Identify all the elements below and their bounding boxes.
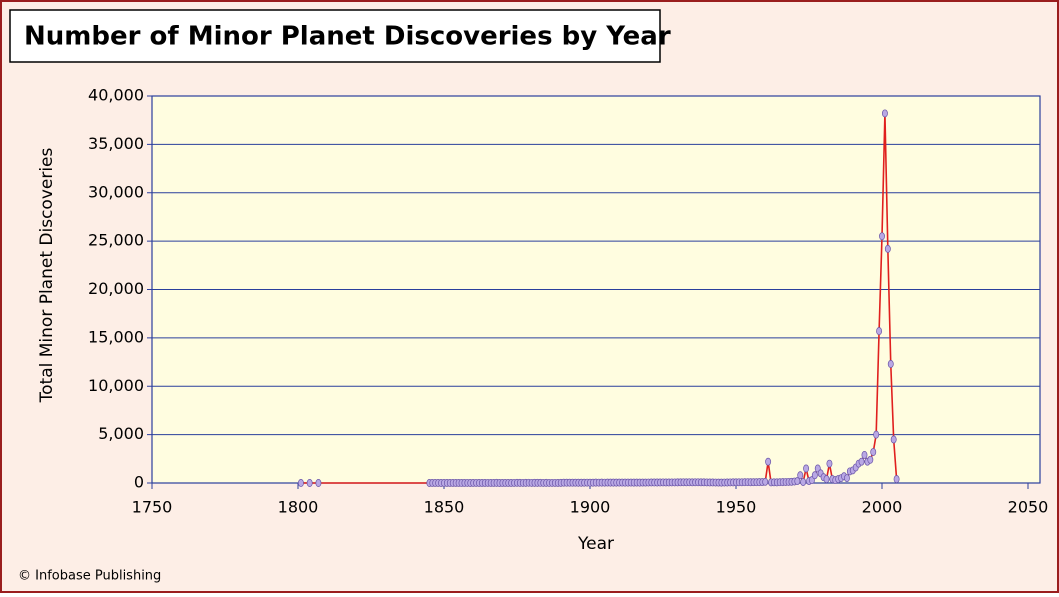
y-tick-label: 5,000 bbox=[98, 424, 144, 443]
chart-title: Number of Minor Planet Discoveries by Ye… bbox=[24, 22, 671, 52]
data-point bbox=[794, 477, 801, 486]
credit: © Infobase Publishing bbox=[18, 569, 161, 584]
data-point bbox=[887, 360, 894, 368]
data-point bbox=[826, 459, 833, 468]
y-axis-label: Total Minor Planet Discoveries bbox=[37, 147, 57, 403]
data-point bbox=[876, 327, 883, 336]
data-point bbox=[811, 471, 818, 480]
y-tick-label: 15,000 bbox=[88, 327, 144, 346]
data-point bbox=[797, 471, 804, 480]
data-point bbox=[315, 479, 322, 487]
data-point bbox=[870, 448, 877, 456]
title-box bbox=[9, 9, 661, 63]
data-point bbox=[893, 475, 900, 484]
data-point bbox=[873, 430, 880, 439]
data-point bbox=[890, 435, 897, 444]
data-point bbox=[867, 455, 874, 464]
data-point bbox=[306, 479, 313, 487]
y-tick-label: 40,000 bbox=[88, 86, 144, 105]
y-tick-label: 25,000 bbox=[88, 231, 144, 250]
data-point bbox=[881, 109, 888, 118]
x-tick-label: 1950 bbox=[716, 498, 757, 517]
x-tick-label: 2000 bbox=[862, 498, 903, 517]
data-point bbox=[765, 457, 772, 466]
data-point bbox=[884, 244, 891, 253]
data-point bbox=[844, 474, 850, 483]
data-point bbox=[823, 475, 830, 484]
y-tick-label: 0 bbox=[134, 473, 144, 492]
x-tick-label: 1750 bbox=[132, 498, 173, 517]
x-tick-label: 1800 bbox=[278, 498, 319, 517]
y-tick-label: 20,000 bbox=[88, 279, 144, 298]
data-point bbox=[879, 232, 885, 241]
data-point bbox=[297, 479, 304, 487]
data-point bbox=[858, 457, 865, 466]
data-point bbox=[803, 464, 810, 473]
y-tick-label: 30,000 bbox=[88, 182, 144, 201]
x-axis-label: Year bbox=[577, 534, 614, 554]
data-point bbox=[800, 478, 807, 486]
x-tick-label: 2050 bbox=[1008, 498, 1049, 517]
data-point bbox=[762, 477, 769, 486]
x-tick-label: 1850 bbox=[424, 498, 465, 517]
y-tick-label: 10,000 bbox=[88, 376, 144, 395]
x-tick-label: 1900 bbox=[570, 498, 611, 517]
y-tick-label: 35,000 bbox=[88, 134, 144, 153]
data-point bbox=[861, 450, 868, 459]
